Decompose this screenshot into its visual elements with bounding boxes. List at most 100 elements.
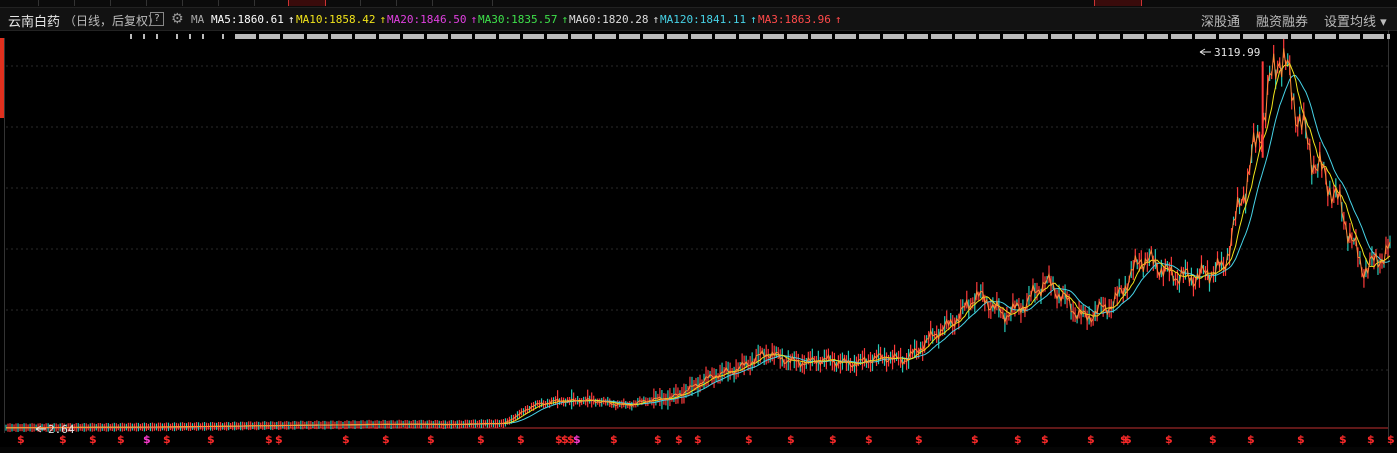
- event-marker: [475, 34, 478, 39]
- event-marker: [1186, 34, 1189, 39]
- top-tab[interactable]: [146, 0, 183, 6]
- event-marker: [883, 34, 886, 39]
- dividend-marker: $: [427, 433, 435, 446]
- event-marker: [370, 34, 373, 39]
- event-marker: [1300, 34, 1303, 39]
- event-marker: [457, 34, 460, 39]
- top-tab[interactable]: [38, 0, 75, 6]
- event-marker: [553, 34, 556, 39]
- dividend-marker: $: [143, 433, 151, 446]
- dividend-marker: $: [207, 433, 215, 446]
- event-marker: [1060, 34, 1063, 39]
- event-marker: [757, 34, 760, 39]
- event-marker: [739, 34, 742, 39]
- event-marker: [1177, 34, 1180, 39]
- top-tab[interactable]: [432, 0, 493, 6]
- top-tab[interactable]: [74, 0, 111, 6]
- event-marker: [556, 34, 559, 39]
- event-marker: [931, 34, 934, 39]
- event-marker: [478, 34, 481, 39]
- ma-settings-menu[interactable]: 设置均线 ▾: [1324, 11, 1387, 30]
- event-marker: [1129, 34, 1132, 39]
- event-marker: [1315, 34, 1318, 39]
- top-tab[interactable]: [396, 0, 433, 6]
- stock-name[interactable]: 云南白药: [8, 15, 61, 30]
- event-marker: [532, 34, 535, 39]
- top-tab[interactable]: [218, 0, 255, 6]
- event-marker: [838, 34, 841, 39]
- event-marker: [901, 34, 904, 39]
- event-marker: [1366, 34, 1369, 39]
- event-marker: [1219, 34, 1222, 39]
- event-marker: [295, 34, 298, 39]
- event-marker: [961, 34, 964, 39]
- event-marker: [622, 34, 625, 39]
- event-marker: [598, 34, 601, 39]
- event-marker: [802, 34, 805, 39]
- help-icon[interactable]: ?: [150, 12, 164, 26]
- dividend-marker: $: [829, 433, 837, 446]
- dividend-marker: $: [915, 433, 923, 446]
- dividend-marker: $: [477, 433, 485, 446]
- event-marker: [1171, 34, 1174, 39]
- event-marker: [1123, 34, 1126, 39]
- event-marker: [418, 34, 421, 39]
- event-marker: [1363, 34, 1366, 39]
- dividend-marker: $: [561, 433, 569, 446]
- top-tab-active[interactable]: [288, 0, 326, 6]
- event-marker: [406, 34, 409, 39]
- top-tab[interactable]: [360, 0, 397, 6]
- event-marker: [1258, 34, 1261, 39]
- ma20-value: MA20:1846.50 ↑: [387, 13, 477, 26]
- event-marker: [379, 34, 382, 39]
- event-marker: [1273, 34, 1276, 39]
- event-marker: [430, 34, 433, 39]
- top-tab[interactable]: [110, 0, 147, 6]
- event-marker: [1135, 34, 1138, 39]
- event-marker: [1093, 34, 1096, 39]
- event-marker: [643, 34, 646, 39]
- dividend-marker: $: [59, 433, 67, 446]
- event-marker: [1153, 34, 1156, 39]
- period-label: （日线，后复权）: [64, 14, 161, 28]
- event-marker: [436, 34, 439, 39]
- ma3-value: MA3:1863.96 ↑: [758, 13, 841, 26]
- event-marker: [289, 34, 292, 39]
- gear-icon[interactable]: ⚙: [171, 11, 184, 27]
- ma10-text: MA10:1858.42: [296, 13, 376, 26]
- hk-connect-link[interactable]: 深股通: [1201, 15, 1241, 30]
- event-marker: [1285, 34, 1288, 39]
- left-accent-bar: [0, 38, 4, 118]
- event-marker: [1012, 34, 1015, 39]
- event-marker: [718, 34, 721, 39]
- ma120-line: [6, 74, 1391, 429]
- event-marker: [733, 34, 736, 39]
- event-marker: [766, 34, 769, 39]
- event-marker: [1057, 34, 1060, 39]
- event-marker: [778, 34, 781, 39]
- event-marker: [946, 34, 949, 39]
- top-tab[interactable]: [182, 0, 219, 6]
- event-marker: [364, 34, 367, 39]
- event-marker: [847, 34, 850, 39]
- margin-trading-link[interactable]: 融资融券: [1256, 15, 1309, 30]
- dividend-marker: $: [1297, 433, 1305, 446]
- event-marker: [709, 34, 712, 39]
- dividend-marker: $: [265, 433, 273, 446]
- dividend-marker: $: [745, 433, 753, 446]
- chevron-down-icon: ▾: [1380, 15, 1387, 30]
- event-marker: [262, 34, 265, 39]
- top-tab-right-active[interactable]: [1094, 0, 1142, 6]
- event-marker: [649, 34, 652, 39]
- top-tab[interactable]: [0, 0, 39, 6]
- event-marker: [970, 34, 973, 39]
- event-marker: [538, 34, 541, 39]
- chart-header: 云南白药 （日线，后复权） ? ⚙ MA MA5:1860.61 ↑ MA10:1…: [0, 8, 1397, 31]
- event-marker: [397, 34, 400, 39]
- event-marker: [799, 34, 802, 39]
- event-marker: [319, 34, 322, 39]
- event-marker: [484, 34, 487, 39]
- top-tab[interactable]: [324, 0, 361, 6]
- event-marker: [604, 34, 607, 39]
